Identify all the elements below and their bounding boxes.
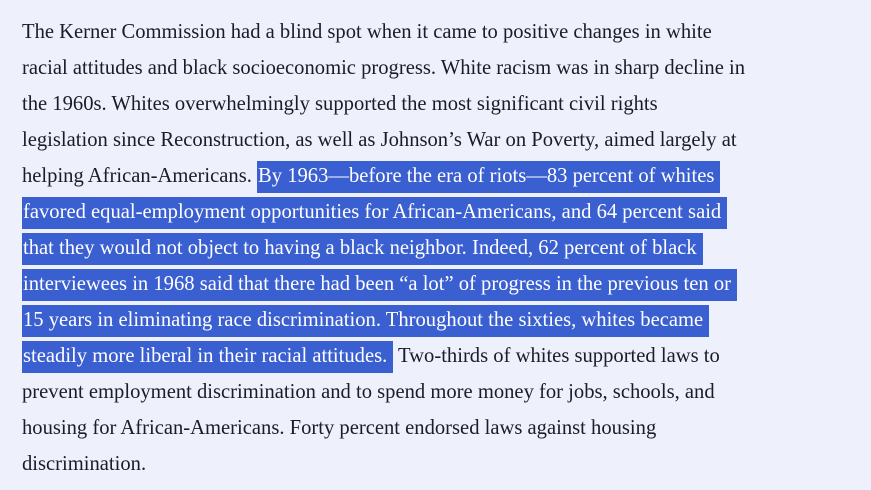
text-run: discrimination.	[22, 453, 147, 475]
selected-text[interactable]: steadily more liberal in their racial at…	[22, 341, 394, 373]
paragraph-line: steadily more liberal in their racial at…	[22, 338, 871, 374]
selected-text[interactable]: interviewees in 1968 said that there had…	[22, 269, 737, 301]
paragraph-line: interviewees in 1968 said that there had…	[22, 266, 871, 302]
text-run: housing for African-Americans. Forty per…	[22, 417, 657, 439]
text-run: the 1960s. Whites overwhelmingly support…	[22, 93, 658, 115]
paragraph-line: housing for African-Americans. Forty per…	[22, 410, 871, 446]
text-run: prevent employment discrimination and to…	[22, 381, 715, 403]
paragraph-line: favored equal-employment opportunities f…	[22, 194, 871, 230]
text-run: helping African-Americans.	[22, 165, 258, 187]
paragraph-line: helping African-Americans. By 1963—befor…	[22, 158, 871, 194]
paragraph-line: The Kerner Commission had a blind spot w…	[22, 14, 871, 50]
selected-text[interactable]: By 1963—before the era of riots—83 perce…	[257, 161, 721, 193]
paragraph-line: the 1960s. Whites overwhelmingly support…	[22, 86, 871, 122]
text-run: legislation since Reconstruction, as wel…	[22, 129, 737, 151]
selected-text[interactable]: favored equal-employment opportunities f…	[22, 197, 728, 229]
paragraph-line: prevent employment discrimination and to…	[22, 374, 871, 410]
paragraph-line: legislation since Reconstruction, as wel…	[22, 122, 871, 158]
text-run: racial attitudes and black socioeconomic…	[22, 57, 746, 79]
paragraph-line: 15 years in eliminating race discriminat…	[22, 302, 871, 338]
article-paragraph[interactable]: The Kerner Commission had a blind spot w…	[22, 14, 871, 482]
text-run: The Kerner Commission had a blind spot w…	[22, 21, 712, 43]
selected-text[interactable]: that they would not object to having a b…	[22, 233, 703, 265]
selected-text[interactable]: 15 years in eliminating race discriminat…	[22, 305, 710, 337]
paragraph-line: that they would not object to having a b…	[22, 230, 871, 266]
paragraph-line: racial attitudes and black socioeconomic…	[22, 50, 871, 86]
paragraph-line: discrimination.	[22, 446, 871, 482]
text-run: Two-thirds of whites supported laws to	[393, 345, 720, 367]
